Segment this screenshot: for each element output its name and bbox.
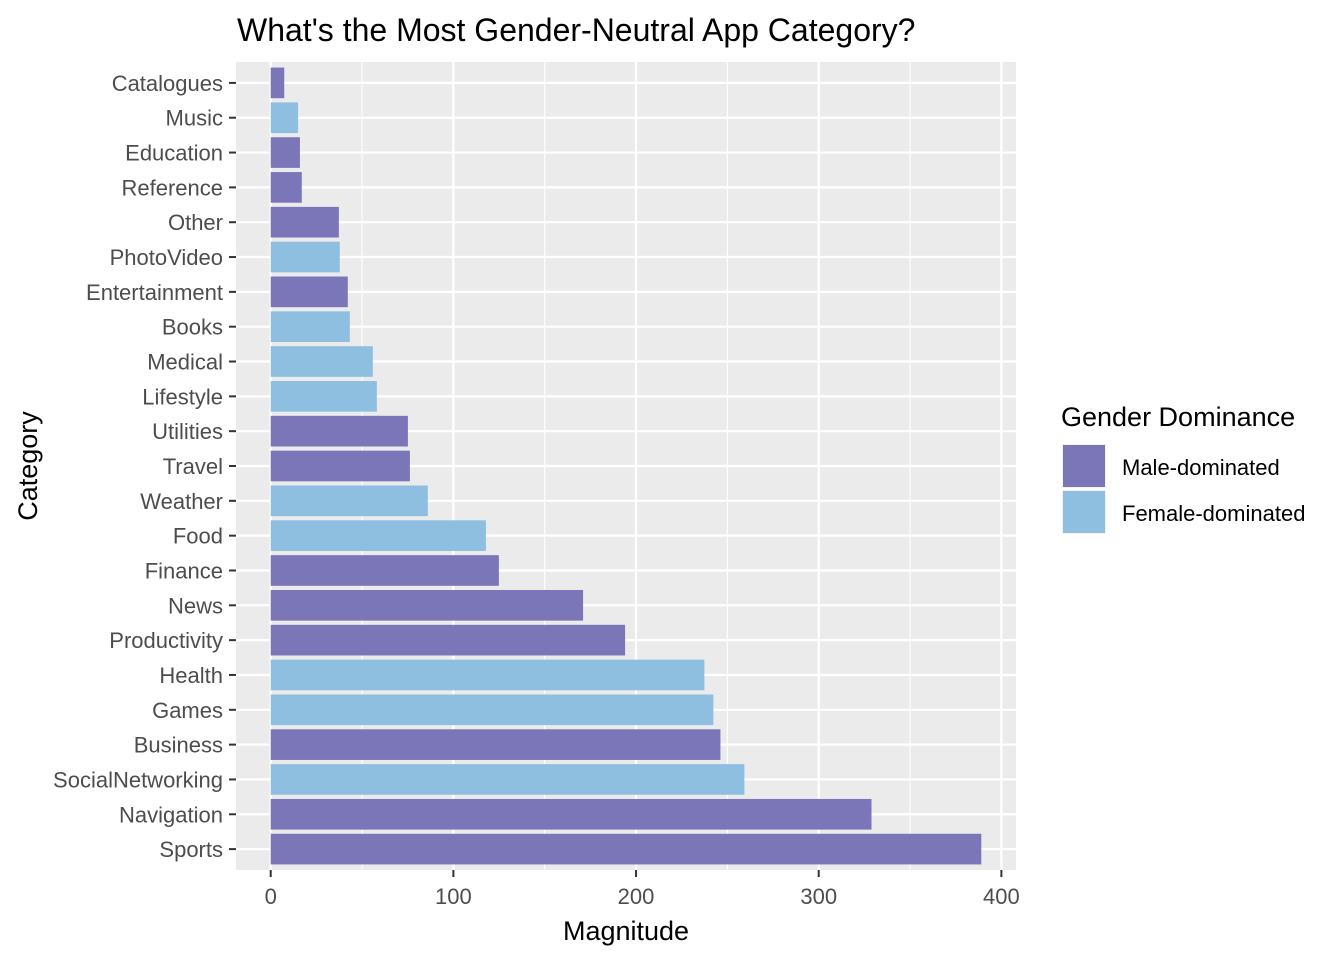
- y-tick-label: Weather: [140, 489, 223, 514]
- y-tick-label: Books: [162, 315, 223, 340]
- bar-reference: [270, 172, 302, 203]
- bar-medical: [270, 346, 373, 377]
- bar-books: [270, 311, 350, 343]
- bar-catalogues: [270, 67, 285, 99]
- y-tick-label: Travel: [163, 454, 223, 479]
- bar-socialnetworking: [270, 764, 745, 795]
- bar-travel: [270, 450, 410, 482]
- y-tick-label: Catalogues: [112, 71, 223, 96]
- bar-productivity: [270, 624, 626, 656]
- bars: [270, 67, 982, 865]
- y-tick-label: Utilities: [152, 419, 223, 444]
- y-tick-label: PhotoVideo: [110, 245, 223, 270]
- bar-entertainment: [270, 276, 348, 308]
- y-tick-label: Food: [173, 524, 223, 549]
- x-tick-label: 100: [435, 884, 472, 909]
- legend-swatch: [1063, 491, 1105, 533]
- bar-lifestyle: [270, 381, 377, 412]
- bar-health: [270, 659, 705, 691]
- bar-education: [270, 137, 300, 168]
- y-tick-label: Productivity: [109, 628, 223, 653]
- y-tick-label: Lifestyle: [142, 384, 223, 409]
- y-tick-label: Sports: [159, 837, 223, 862]
- bar-sports: [270, 833, 982, 865]
- y-tick-label: Games: [152, 698, 223, 723]
- y-tick-label: SocialNetworking: [53, 767, 223, 792]
- x-tick-label: 200: [618, 884, 655, 909]
- gridlines: [236, 62, 1016, 870]
- x-tick-label: 400: [983, 884, 1020, 909]
- bar-music: [270, 102, 299, 134]
- legend-swatch: [1063, 445, 1105, 487]
- y-tick-label: Other: [168, 210, 223, 235]
- bar-games: [270, 694, 714, 726]
- y-tick-label: Education: [125, 141, 223, 166]
- bar-other: [270, 206, 339, 238]
- y-tick-label: Music: [166, 106, 223, 131]
- legend-label: Male-dominated: [1122, 455, 1280, 480]
- y-axis-label: Category: [13, 411, 43, 521]
- x-tick-label: 300: [800, 884, 837, 909]
- y-axis: Catalogues Music Education Reference Other Ph…: [53, 71, 236, 862]
- y-tick-label: Health: [159, 663, 223, 688]
- bar-news: [270, 589, 584, 621]
- x-axis-label: Magnitude: [563, 916, 689, 946]
- y-tick-label: Entertainment: [86, 280, 223, 305]
- legend-title: Gender Dominance: [1061, 402, 1295, 432]
- bar-business: [270, 729, 721, 760]
- y-tick-label: News: [168, 593, 223, 618]
- bar-weather: [270, 485, 428, 517]
- y-tick-label: Finance: [145, 558, 223, 583]
- y-tick-label: Business: [134, 733, 223, 758]
- chart-title: What's the Most Gender-Neutral App Categ…: [237, 12, 915, 48]
- y-tick-label: Medical: [147, 350, 223, 375]
- bar-finance: [270, 555, 499, 586]
- legend-label: Female-dominated: [1122, 501, 1305, 526]
- bar-photovideo: [270, 241, 340, 273]
- x-axis: 0 100 200 300 400: [265, 870, 1020, 909]
- legend: Gender Dominance Male-dominated Female-do…: [1061, 402, 1305, 534]
- bar-navigation: [270, 798, 872, 830]
- y-tick-label: Reference: [121, 175, 223, 200]
- y-tick-label: Navigation: [119, 802, 223, 827]
- bar-utilities: [270, 415, 408, 447]
- x-tick-label: 0: [265, 884, 277, 909]
- bar-food: [270, 520, 486, 551]
